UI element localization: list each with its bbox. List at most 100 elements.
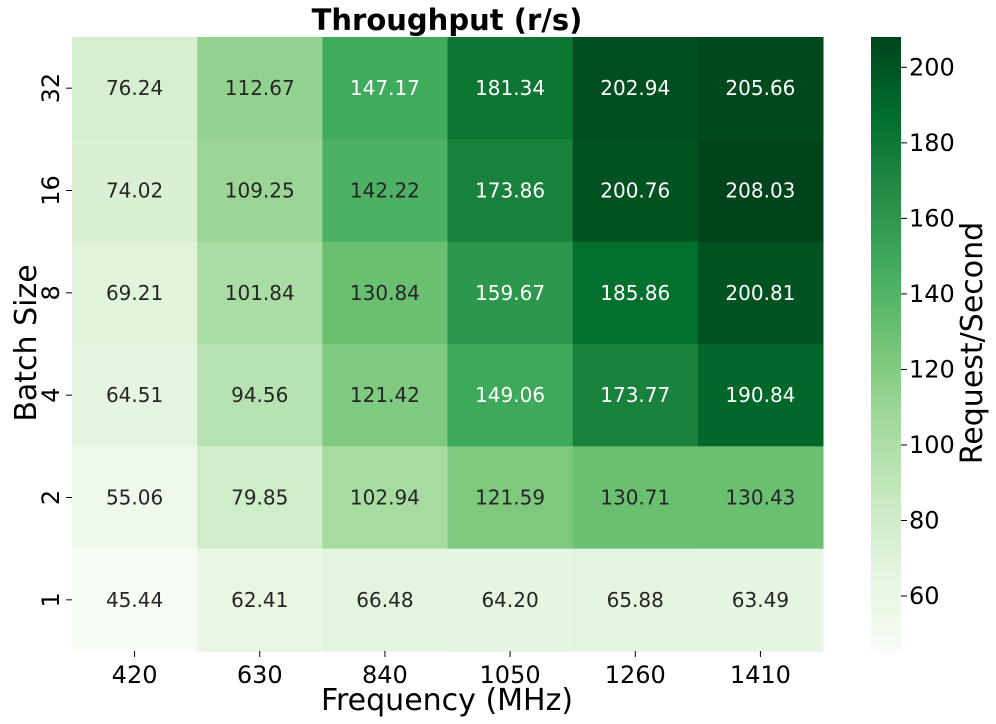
heatmap-cell xyxy=(72,548,198,652)
cell-value-label: 102.94 xyxy=(350,486,420,510)
cell-value-label: 69.21 xyxy=(106,281,163,305)
heatmap-cell xyxy=(697,37,824,140)
colorbar-tick-label: 60 xyxy=(909,582,940,610)
y-tick-label: 32 xyxy=(37,73,65,104)
heatmap-cell xyxy=(697,548,824,652)
heatmap-cell xyxy=(447,241,574,345)
y-axis-label: Batch Size xyxy=(9,264,44,421)
heatmap-cell xyxy=(447,548,574,652)
x-tick-label: 1050 xyxy=(480,661,541,689)
heatmap-cell xyxy=(322,446,448,550)
colorbar-tick-label: 80 xyxy=(909,506,940,534)
heatmap-cell xyxy=(572,548,699,652)
cell-value-label: 79.85 xyxy=(231,486,288,510)
colorbar-tick-label: 120 xyxy=(909,355,955,383)
heatmap-cell xyxy=(572,37,699,140)
heatmap-cell xyxy=(322,37,448,140)
cell-value-label: 130.43 xyxy=(725,486,795,510)
heatmap-cell xyxy=(697,139,824,243)
cell-value-label: 181.34 xyxy=(475,76,545,100)
x-tick-label: 630 xyxy=(237,661,283,689)
heatmap-cell xyxy=(447,139,574,243)
cell-value-label: 63.49 xyxy=(732,588,789,612)
cell-value-label: 64.51 xyxy=(106,383,163,407)
heatmap-cell xyxy=(322,241,448,345)
y-tick-label: 16 xyxy=(37,175,65,206)
heatmap-cell xyxy=(197,548,323,652)
cell-value-label: 62.41 xyxy=(231,588,288,612)
cell-value-label: 74.02 xyxy=(106,179,163,203)
heatmap-cells: 76.24 112.67 147.17 181.34 202.94 205.66 74.02… xyxy=(72,37,824,652)
cell-value-label: 200.76 xyxy=(600,179,670,203)
y-tick-label: 8 xyxy=(37,285,65,300)
colorbar-tick-label: 160 xyxy=(909,204,955,232)
colorbar-tick-label: 180 xyxy=(909,129,955,157)
colorbar-ticks: 60 80 100 120 140 160 180 200 xyxy=(901,53,955,610)
x-axis-label: Frequency (MHz) xyxy=(321,683,573,718)
heatmap-cell xyxy=(72,344,198,447)
colorbar-label: Request/Second xyxy=(955,222,990,464)
cell-value-label: 190.84 xyxy=(725,383,795,407)
cell-value-label: 121.42 xyxy=(350,383,420,407)
cell-value-label: 142.22 xyxy=(350,179,420,203)
y-tick-label: 4 xyxy=(37,388,65,403)
heatmap-cell xyxy=(447,37,574,140)
cell-value-label: 159.67 xyxy=(475,281,545,305)
cell-value-label: 202.94 xyxy=(600,76,670,100)
cell-value-label: 208.03 xyxy=(725,179,795,203)
heatmap-cell xyxy=(72,446,198,550)
colorbar-tick-label: 140 xyxy=(909,280,955,308)
cell-value-label: 101.84 xyxy=(225,281,295,305)
heatmap-cell xyxy=(72,139,198,243)
cell-value-label: 66.48 xyxy=(356,588,413,612)
cell-value-label: 173.77 xyxy=(600,383,670,407)
cell-value-label: 121.59 xyxy=(475,486,545,510)
heatmap-cell xyxy=(197,37,323,140)
y-tick-label: 1 xyxy=(37,592,65,607)
heatmap-cell xyxy=(197,139,323,243)
cell-value-label: 185.86 xyxy=(600,281,670,305)
x-tick-label: 420 xyxy=(112,661,158,689)
heatmap-cell xyxy=(697,344,824,447)
heatmap-cell xyxy=(72,37,198,140)
cell-value-label: 55.06 xyxy=(106,486,163,510)
y-axis-ticks: 32 16 8 4 2 1 xyxy=(37,73,72,607)
cell-value-label: 109.25 xyxy=(225,179,295,203)
heatmap-cell xyxy=(447,446,574,550)
colorbar-tick-label: 200 xyxy=(909,53,955,81)
heatmap-cell xyxy=(72,241,198,345)
cell-value-label: 45.44 xyxy=(106,588,163,612)
heatmap-cell xyxy=(572,139,699,243)
cell-value-label: 200.81 xyxy=(725,281,795,305)
cell-value-label: 64.20 xyxy=(481,588,538,612)
x-axis-ticks: 420 630 840 1050 1260 1410 xyxy=(112,651,791,689)
x-tick-label: 840 xyxy=(362,661,408,689)
heatmap-cell xyxy=(572,241,699,345)
heatmap-cell xyxy=(572,344,699,447)
cell-value-label: 173.86 xyxy=(475,179,545,203)
cell-value-label: 205.66 xyxy=(725,76,795,100)
cell-value-label: 130.84 xyxy=(350,281,420,305)
heatmap-cell xyxy=(322,344,448,447)
cell-value-label: 65.88 xyxy=(607,588,664,612)
heatmap-cell xyxy=(322,139,448,243)
chart-title: Throughput (r/s) xyxy=(312,3,583,37)
heatmap-cell xyxy=(572,446,699,550)
heatmap-cell xyxy=(447,344,574,447)
heatmap-cell xyxy=(197,446,323,550)
heatmap-cell xyxy=(322,548,448,652)
cell-value-label: 149.06 xyxy=(475,383,545,407)
heatmap-cell xyxy=(197,344,323,447)
cell-value-label: 112.67 xyxy=(225,76,295,100)
colorbar xyxy=(871,37,901,651)
colorbar-tick-label: 100 xyxy=(909,431,955,459)
heatmap-cell xyxy=(697,446,824,550)
cell-value-label: 130.71 xyxy=(600,486,670,510)
cell-value-label: 76.24 xyxy=(106,76,163,100)
heatmap-cell xyxy=(197,241,323,345)
cell-value-label: 147.17 xyxy=(350,76,420,100)
cell-value-label: 94.56 xyxy=(231,383,288,407)
y-tick-label: 2 xyxy=(37,490,65,505)
x-tick-label: 1410 xyxy=(730,661,791,689)
